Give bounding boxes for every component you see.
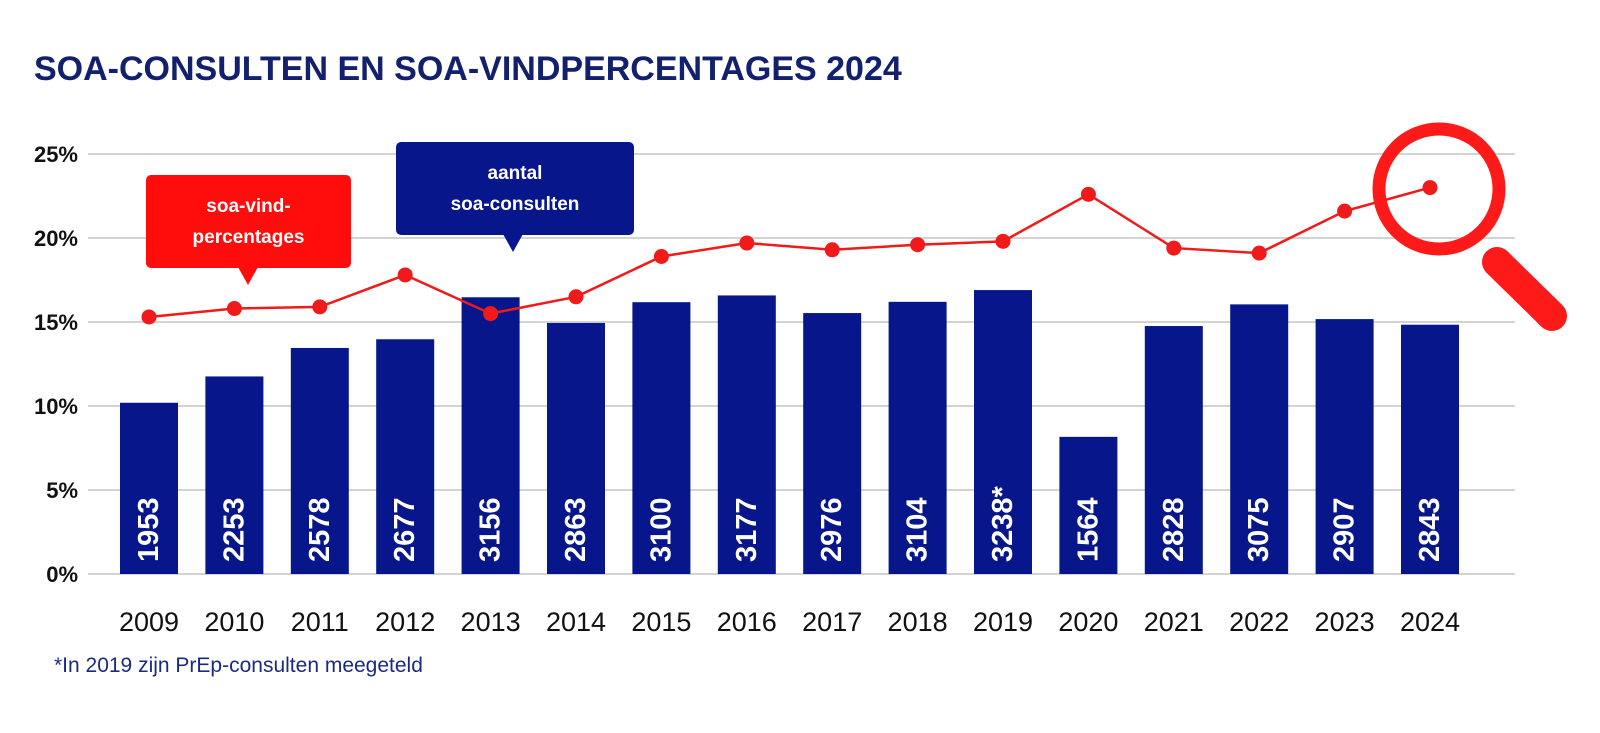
bar-value-label: 3100 (645, 497, 677, 562)
x-tick-label: 2020 (1058, 607, 1118, 637)
x-tick-label: 2013 (461, 607, 521, 637)
bar-value-label: 3104 (902, 497, 934, 562)
y-tick-label: 20% (34, 226, 78, 251)
callout-count-line-2: soa-consulten (450, 193, 580, 215)
bar-value-label: 2677 (389, 497, 421, 562)
magnifying-glass-icon (1372, 122, 1567, 331)
x-tick-label: 2016 (717, 607, 777, 637)
x-tick-label: 2017 (802, 607, 862, 637)
chart-title: SOA-CONSULTEN EN SOA-VINDPERCENTAGES 202… (34, 50, 902, 88)
bar-value-label: 3075 (1243, 497, 1275, 562)
bar-value-label: 2863 (560, 497, 592, 562)
x-tick-label: 2009 (119, 607, 179, 637)
rate-point (141, 309, 157, 325)
x-tick-label: 2012 (375, 607, 435, 637)
bar-value-label: 3177 (731, 497, 763, 562)
y-axis-ticks: 0% 5% 10% 15% 20% 25% (34, 142, 78, 587)
callout-count-line-1: aantal (487, 162, 543, 184)
y-tick-label: 5% (46, 478, 78, 503)
bar-labels: 1953 2253 2578 2677 3156 2863 3100 3177 2976 3104… (133, 485, 1446, 562)
rate-point (1422, 180, 1438, 196)
rate-point (995, 233, 1011, 249)
x-tick-label: 2018 (888, 607, 948, 637)
rate-point (483, 306, 499, 322)
bar (717, 295, 776, 574)
bar (290, 347, 349, 574)
bar (1401, 324, 1459, 574)
rate-point (312, 299, 328, 315)
y-tick-label: 25% (34, 142, 78, 167)
bar-value-label: 2578 (304, 497, 336, 562)
bar-value-label: 2253 (218, 497, 250, 562)
bar (803, 313, 862, 574)
x-tick-label: 2011 (291, 607, 349, 637)
y-tick-label: 0% (46, 562, 78, 587)
bar (120, 402, 178, 574)
bar (974, 290, 1032, 574)
rate-point (653, 248, 669, 264)
bar-value-label: 3156 (475, 497, 507, 562)
bar-value-label: 1953 (133, 497, 165, 562)
bar (632, 302, 691, 574)
rate-point (1251, 245, 1267, 261)
bar-value-label: 2907 (1329, 497, 1361, 562)
rate-point (1080, 186, 1096, 202)
bar (1315, 319, 1374, 574)
bar-value-label: 1564 (1072, 497, 1104, 562)
callout-rate-line-2: percentages (192, 226, 305, 248)
callout-rate-legend: soa-vind- percentages (146, 175, 351, 285)
x-tick-label: 2023 (1315, 607, 1375, 637)
rate-point (568, 289, 584, 305)
bar (376, 339, 435, 574)
bar (205, 376, 264, 574)
rate-point (397, 267, 413, 283)
x-tick-label: 2024 (1400, 607, 1460, 637)
bar (888, 301, 947, 574)
rate-point (1166, 240, 1182, 256)
rate-line (141, 180, 1438, 325)
x-tick-label: 2019 (973, 607, 1033, 637)
x-tick-label: 2022 (1229, 607, 1289, 637)
bar (461, 297, 520, 574)
bars (120, 290, 1459, 574)
bar-value-label: 2843 (1414, 497, 1446, 562)
bar (1059, 436, 1118, 574)
x-tick-label: 2014 (546, 607, 606, 637)
rate-point (226, 301, 242, 317)
y-tick-label: 15% (34, 310, 78, 335)
rate-point (739, 235, 755, 251)
callout-rate-line-1: soa-vind- (206, 195, 291, 217)
bar (1230, 304, 1289, 574)
bar (1144, 326, 1203, 574)
rate-point (824, 242, 840, 258)
rate-point (910, 237, 926, 253)
bar-value-label: 3238* (987, 485, 1019, 562)
x-tick-label: 2015 (631, 607, 691, 637)
x-tick-label: 2010 (204, 607, 264, 637)
rate-line-path (148, 186, 1431, 319)
x-axis-labels: 2009 2010 2011 2012 2013 2014 2015 2016 2017 2018… (119, 607, 1460, 637)
y-tick-label: 10% (34, 394, 78, 419)
rate-point (1337, 203, 1353, 219)
footnote: *In 2019 zijn PrEp-consulten meegeteld (54, 654, 423, 677)
bar-value-label: 2828 (1158, 497, 1190, 562)
x-tick-label: 2021 (1144, 607, 1204, 637)
bar (547, 322, 605, 574)
bar-value-label: 2976 (816, 497, 848, 562)
callout-count-legend: aantal soa-consulten (396, 142, 634, 252)
